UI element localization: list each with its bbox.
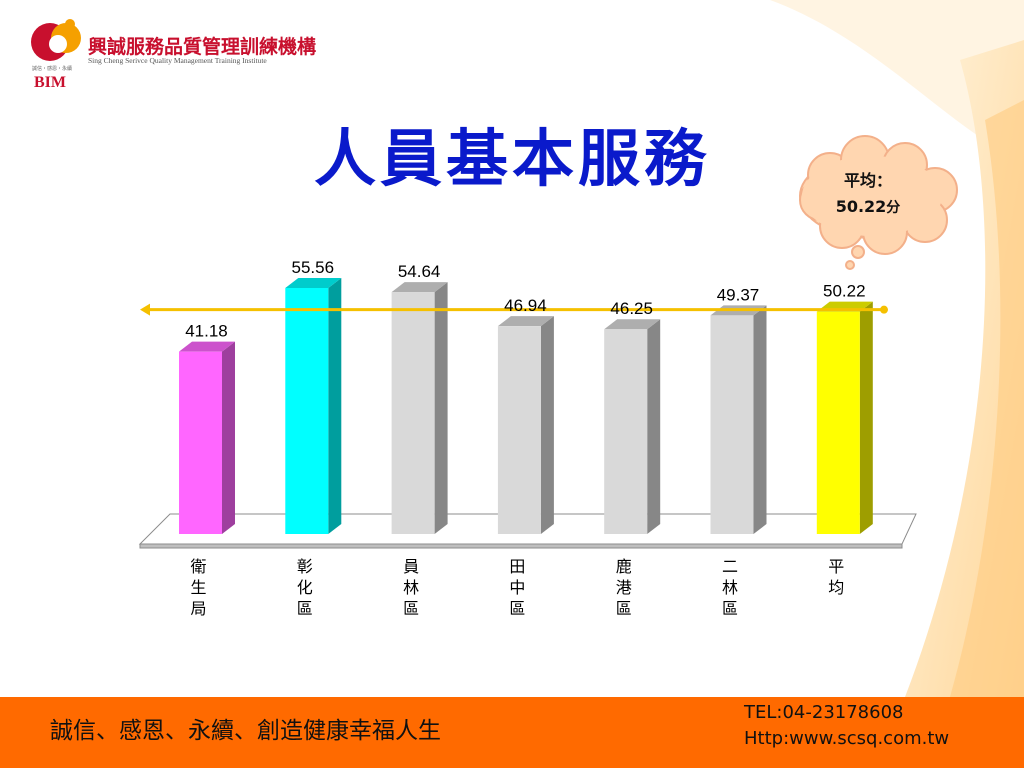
chart-category-labels: 衛生局 彰化區 員林區 田中區 鹿港區 二林區 平均 xyxy=(190,557,844,618)
logo-text: BIM xyxy=(34,74,66,91)
chart-floor-edge xyxy=(139,543,903,549)
value-label-6: 49.37 xyxy=(717,285,760,304)
value-label-7: 50.22 xyxy=(823,282,866,301)
bar-2 xyxy=(285,278,342,534)
average-callout: 平均： 50.22分 xyxy=(808,168,928,221)
category-label-5: 鹿港區 xyxy=(616,557,632,618)
bar-top xyxy=(604,319,661,330)
bar-side xyxy=(328,278,342,534)
category-label-2: 彰化區 xyxy=(297,557,313,618)
value-label-4: 46.94 xyxy=(504,296,547,315)
bar-side xyxy=(859,301,873,534)
bar-front xyxy=(816,311,860,534)
callout-value: 50.22 xyxy=(835,197,887,216)
bar-5 xyxy=(604,319,661,534)
bar-side xyxy=(222,341,235,534)
bar-3 xyxy=(391,282,448,534)
bar-6 xyxy=(710,305,767,534)
value-label-1: 41.18 xyxy=(185,322,228,341)
bar-front xyxy=(391,292,435,534)
bar-4 xyxy=(497,316,554,534)
bar-front xyxy=(710,315,754,534)
footer-tel: TEL:04-23178608 xyxy=(744,702,904,723)
bar-side xyxy=(540,316,554,534)
footer-contact: TEL:04-23178608 Http:www.scsq.com.tw xyxy=(744,700,949,752)
bar-front xyxy=(285,288,329,534)
bar-top xyxy=(497,316,554,327)
bar-top xyxy=(285,278,342,288)
category-label-6: 二林區 xyxy=(722,557,738,618)
logo-subtext: 誠信・感恩・永續 xyxy=(32,66,73,72)
value-label-2: 55.56 xyxy=(292,258,335,277)
organization-logo: 興誠服務品質管理訓練機構 Sing Cheng Serivce Quality … xyxy=(28,12,348,94)
bim-emblem-icon xyxy=(31,19,81,61)
category-label-4: 田中區 xyxy=(509,557,525,618)
footer-bar xyxy=(0,697,1024,768)
footer-url[interactable]: Http:www.scsq.com.tw xyxy=(744,728,950,749)
footer-slogan: 誠信、感恩、永續、創造健康幸福人生 xyxy=(50,718,441,744)
category-label-1: 衛生局 xyxy=(190,557,206,618)
organization-name-en: Sing Cheng Serivce Quality Management Tr… xyxy=(88,56,267,65)
chart-bars xyxy=(179,278,873,534)
value-label-3: 54.64 xyxy=(398,262,441,281)
bar-top xyxy=(179,341,235,352)
average-line xyxy=(140,303,888,316)
bar-7 xyxy=(816,301,873,534)
callout-unit: 分 xyxy=(886,200,901,216)
bar-front xyxy=(604,329,648,534)
bar-side xyxy=(434,282,448,534)
bar-top xyxy=(391,282,448,293)
callout-value-line: 50.22分 xyxy=(808,194,928,221)
average-line-arrow xyxy=(140,303,150,316)
category-label-7: 平均 xyxy=(828,557,844,597)
chart-value-labels: 41.18 55.56 54.64 46.94 46.25 49.37 50.22 xyxy=(185,258,865,341)
bar-side xyxy=(753,305,767,534)
bar-front xyxy=(179,351,222,534)
bar-side xyxy=(647,319,661,534)
bar-front xyxy=(497,326,541,534)
page-title: 人員基本服務 xyxy=(313,122,710,195)
average-line-end xyxy=(880,305,888,314)
category-label-3: 員林區 xyxy=(403,557,419,618)
value-label-5: 46.25 xyxy=(610,299,653,318)
organization-name-cn: 興誠服務品質管理訓練機構 xyxy=(88,36,317,58)
callout-label: 平均： xyxy=(843,171,892,190)
bar-1 xyxy=(179,341,235,534)
